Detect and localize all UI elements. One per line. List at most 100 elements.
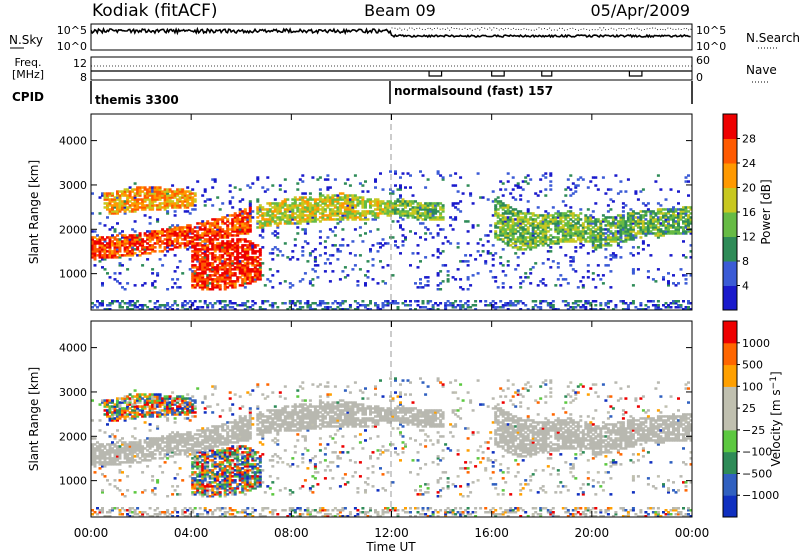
power-cell [121, 240, 124, 243]
power-cell [271, 184, 274, 187]
power-cell [519, 276, 522, 279]
power-colorbar-label: Power [dB] [759, 179, 773, 244]
power-cell [296, 188, 299, 191]
power-cell [437, 248, 440, 251]
power-cell [594, 202, 597, 205]
power-cell [657, 300, 660, 303]
power-cell [204, 204, 207, 207]
power-cell [609, 244, 612, 247]
power-cell [306, 260, 309, 263]
power-cell [231, 238, 234, 241]
power-cell [306, 300, 309, 303]
colorbar-swatch [723, 261, 737, 286]
power-cell [331, 254, 334, 257]
power-cell [404, 300, 407, 303]
power-cell [587, 276, 590, 279]
power-cell [492, 258, 495, 261]
power-cell [251, 182, 254, 185]
velocity-cell [134, 437, 137, 440]
power-cell [316, 276, 319, 279]
power-cell [659, 188, 662, 191]
power-cell [662, 276, 665, 279]
power-cell [174, 254, 177, 257]
power-cell [276, 236, 279, 239]
power-cell [329, 280, 332, 283]
power-cell [569, 188, 572, 191]
power-cell [442, 250, 445, 253]
power-cell [284, 242, 287, 245]
power-cell [346, 178, 349, 181]
power-cell [659, 208, 662, 211]
power-cell [319, 230, 322, 233]
power-cell [361, 210, 364, 213]
power-cell [174, 282, 177, 285]
power-cell [509, 286, 512, 289]
power-cell [422, 212, 425, 215]
nave-tick-bottom: 0 [696, 71, 703, 84]
power-cell [194, 204, 197, 207]
power-cell [326, 178, 329, 181]
power-cell [577, 184, 580, 187]
velocity-cell [149, 507, 152, 510]
power-cell [256, 244, 259, 247]
power-cell [457, 242, 460, 245]
power-cell [412, 252, 415, 255]
power-cell [534, 262, 537, 265]
power-cell [319, 176, 322, 179]
power-cell [594, 300, 597, 303]
power-cell [427, 228, 430, 231]
power-cell [647, 270, 650, 273]
power-cell [354, 228, 357, 231]
power-cell [241, 302, 244, 305]
power-cell [437, 170, 440, 173]
power-cell [279, 250, 282, 253]
power-cell [204, 300, 207, 303]
power-cell [239, 188, 242, 191]
power-cell [449, 174, 452, 177]
power-cell [136, 300, 139, 303]
velocity-cell [116, 429, 119, 432]
power-cell [179, 242, 182, 245]
power-cell [544, 194, 547, 197]
power-cell [201, 306, 204, 309]
power-cell [687, 194, 690, 197]
power-cell [489, 270, 492, 273]
power-cell [527, 182, 530, 185]
velocity-cell [141, 471, 144, 474]
power-cell [547, 258, 550, 261]
power-cell [149, 222, 152, 225]
power-cell [241, 260, 244, 263]
power-cell [256, 198, 259, 201]
power-cell [439, 302, 442, 305]
power-cell [642, 188, 645, 191]
power-cell [504, 188, 507, 191]
power-cell [251, 216, 254, 219]
colorbar-swatch [723, 237, 737, 262]
power-cell [624, 204, 627, 207]
power-cell [339, 250, 342, 253]
power-cell [296, 258, 299, 261]
power-cell [159, 186, 162, 189]
velocity-cell [114, 479, 117, 482]
colorbar-swatch [723, 163, 737, 188]
power-cell [284, 280, 287, 283]
power-cell [409, 264, 412, 267]
power-cell [181, 272, 184, 275]
power-cell [301, 174, 304, 177]
power-cell [334, 178, 337, 181]
power-cell [659, 222, 662, 225]
power-cell [331, 270, 334, 273]
cpid-segment-2: normalsound (fast) 157 [394, 84, 553, 98]
power-cell [444, 264, 447, 267]
velocity-cell [121, 513, 124, 516]
power-cell [397, 246, 400, 249]
power-cell [402, 244, 405, 247]
power-cell [241, 198, 244, 201]
power-cell [274, 198, 277, 201]
colorbar-swatch [723, 139, 737, 164]
power-cell [372, 278, 375, 281]
power-cell [682, 300, 685, 303]
power-cell [619, 180, 622, 183]
power-cell [517, 182, 520, 185]
velocity-cell [121, 437, 124, 440]
